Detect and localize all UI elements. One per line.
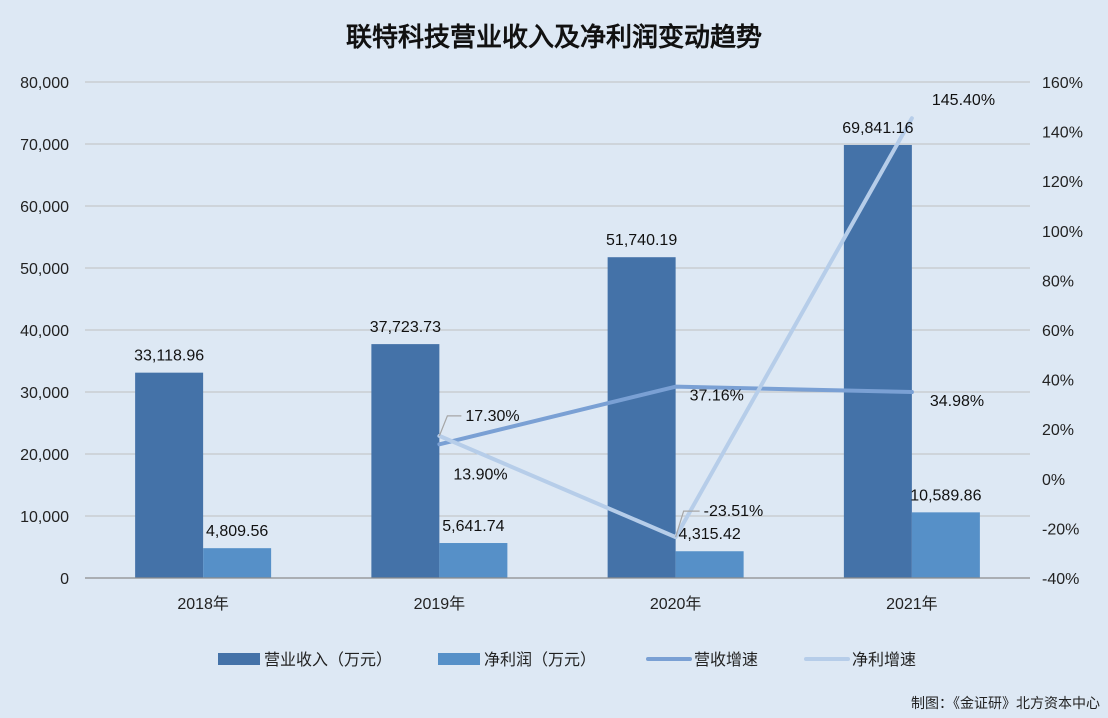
axes: 0 10,000 20,000 30,000 40,000 50,000 60,000 70,… — [20, 75, 1083, 613]
legend-label: 营业收入（万元） — [264, 650, 392, 669]
bar — [439, 543, 508, 578]
data-labels: 33,118.96 37,723.73 51,740.19 69,841.16 4,80… — [134, 92, 995, 543]
leader-line — [438, 415, 462, 437]
legend-swatch — [438, 653, 480, 665]
gridlines — [85, 81, 1030, 517]
line-value-label: 17.30% — [465, 408, 519, 425]
chart-title: 联特科技营业收入及净利润变动趋势 — [346, 22, 762, 53]
y-right-tick-label: 80% — [1042, 273, 1074, 290]
y-left-tick-label: 0 — [60, 571, 69, 588]
y-left-tick-label: 30,000 — [20, 385, 69, 402]
line-value-label: 37.16% — [690, 388, 744, 405]
bar-value-label: 10,589.86 — [910, 487, 981, 504]
y-right-tick-label: 40% — [1042, 373, 1074, 390]
bar — [675, 551, 744, 578]
bar-value-label: 51,740.19 — [606, 232, 677, 249]
y-left-tick-label: 40,000 — [20, 323, 69, 340]
chart-credit: 制图：《金证研》北方资本中心 — [911, 696, 1100, 712]
leader-line — [675, 510, 700, 538]
bar-value-label: 4,809.56 — [206, 523, 268, 540]
bar — [203, 548, 272, 578]
legend: 营业收入（万元） 净利润（万元） 营收增速 净利增速 — [218, 650, 916, 669]
bar — [607, 257, 676, 578]
bar-marks — [135, 144, 980, 578]
bar-value-label: 37,723.73 — [370, 319, 441, 336]
y-right-tick-label: -20% — [1042, 521, 1079, 538]
y-right-tick-label: -40% — [1042, 571, 1079, 588]
y-left-tick-label: 70,000 — [20, 137, 69, 154]
line-value-label: -23.51% — [704, 503, 764, 520]
bar — [371, 344, 440, 578]
legend-label: 净利增速 — [852, 650, 916, 669]
y-right-tick-label: 0% — [1042, 472, 1065, 489]
legend-label: 净利润（万元） — [484, 650, 596, 669]
x-tick-label: 2020年 — [650, 595, 702, 613]
bar — [911, 512, 980, 578]
y-left-tick-label: 80,000 — [20, 75, 69, 92]
y-right-tick-label: 160% — [1042, 75, 1083, 92]
x-tick-label: 2021年 — [886, 595, 938, 613]
y-left-tick-label: 20,000 — [20, 447, 69, 464]
bar-value-label: 33,118.96 — [134, 348, 204, 365]
bar — [135, 372, 204, 578]
y-left-tick-label: 10,000 — [20, 509, 69, 526]
x-tick-label: 2018年 — [177, 595, 229, 613]
line-value-label: 34.98% — [930, 393, 984, 410]
legend-label: 营收增速 — [694, 650, 758, 669]
legend-swatch — [218, 653, 260, 665]
y-right-tick-label: 20% — [1042, 422, 1074, 439]
line-value-label: 13.90% — [453, 466, 507, 483]
x-tick-label: 2019年 — [414, 595, 466, 613]
y-right-tick-label: 60% — [1042, 323, 1074, 340]
bar-value-label: 69,841.16 — [842, 120, 913, 137]
bar — [843, 144, 912, 578]
bar-value-label: 5,641.74 — [442, 518, 504, 535]
y-left-tick-label: 60,000 — [20, 199, 69, 216]
y-right-tick-label: 120% — [1042, 174, 1083, 191]
y-right-tick-label: 100% — [1042, 224, 1083, 241]
y-right-tick-label: 140% — [1042, 125, 1083, 142]
series-line — [437, 384, 914, 447]
y-left-tick-label: 50,000 — [20, 261, 69, 278]
line-value-label: 145.40% — [932, 92, 995, 109]
bar-value-label: 4,315.42 — [678, 526, 740, 543]
